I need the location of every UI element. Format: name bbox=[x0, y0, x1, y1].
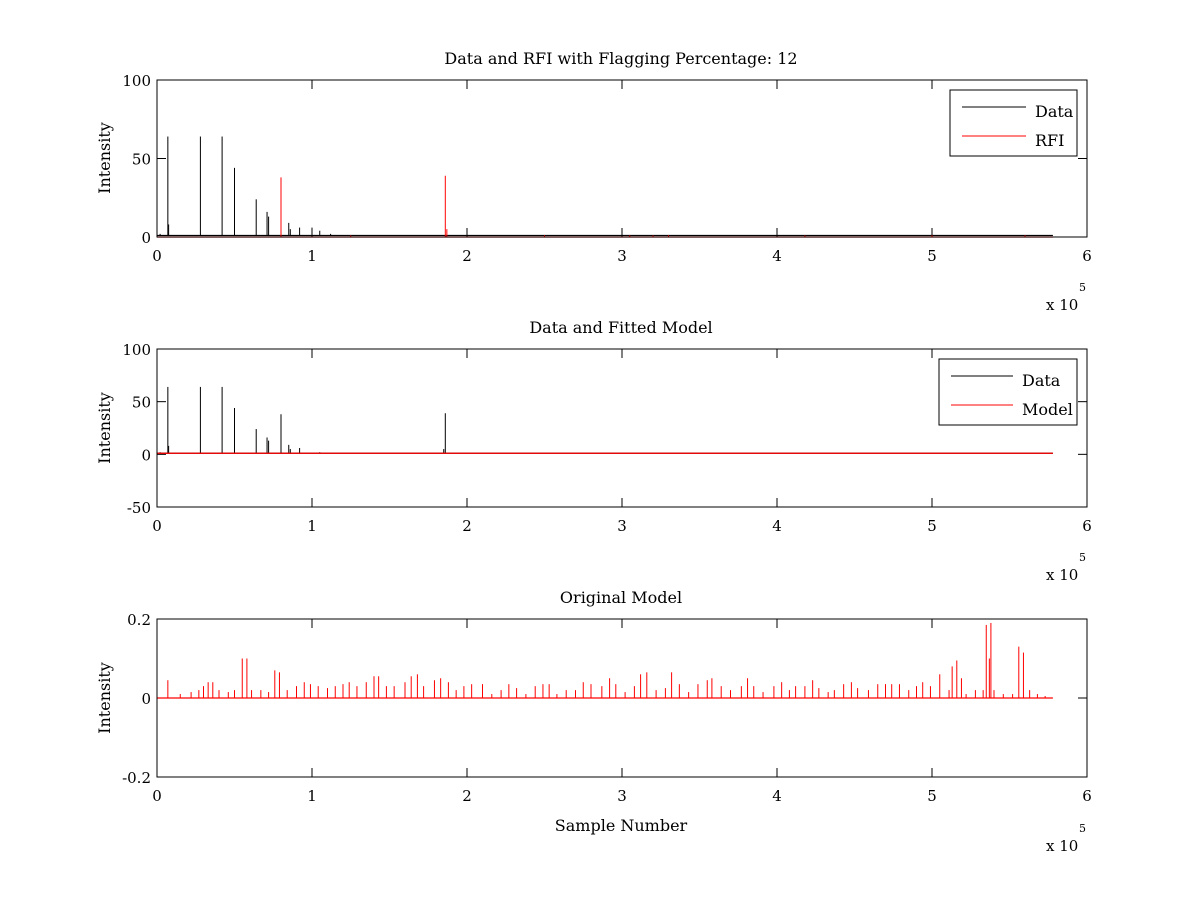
panel-title: Data and RFI with Flagging Percentage: 1… bbox=[444, 49, 797, 68]
legend-label-rfi: RFI bbox=[1035, 131, 1064, 150]
y-tick-label: 50 bbox=[132, 151, 151, 169]
x-multiplier: x 10 5 bbox=[1046, 551, 1086, 584]
panel-title: Original Model bbox=[560, 588, 682, 607]
x-tick-label: 3 bbox=[617, 517, 627, 535]
x-tick-label: 0 bbox=[152, 247, 162, 265]
y-tick-label: 0 bbox=[141, 229, 151, 247]
y-axis-label: Intensity bbox=[95, 122, 114, 194]
x-tick-label: 6 bbox=[1082, 787, 1092, 805]
y-axis-label: Intensity bbox=[95, 392, 114, 464]
panel-original-model: Original Model Intensity 0 1 2 3 4 5 6-0.200.2… bbox=[95, 588, 1092, 855]
axes-frame bbox=[156, 618, 1088, 778]
y-axis-label: Intensity bbox=[95, 662, 114, 734]
x-multiplier-exponent: 5 bbox=[1079, 281, 1086, 294]
legend-label-data: Data bbox=[1035, 102, 1074, 121]
legend-label-model: Model bbox=[1022, 400, 1073, 419]
x-multiplier: x 10 5 bbox=[1046, 281, 1086, 314]
y-tick-label: 0.2 bbox=[127, 611, 151, 629]
x-multiplier: x 10 5 bbox=[1046, 822, 1086, 855]
x-tick-label: 2 bbox=[462, 517, 472, 535]
x-tick-label: 6 bbox=[1082, 247, 1092, 265]
series-data bbox=[157, 136, 1053, 237]
x-tick-label: 3 bbox=[617, 787, 627, 805]
x-tick-label: 5 bbox=[927, 517, 937, 535]
x-tick-label: 2 bbox=[462, 787, 472, 805]
legend: Data Model bbox=[938, 358, 1078, 426]
x-tick-label: 5 bbox=[927, 247, 937, 265]
x-multiplier-exponent: 5 bbox=[1079, 822, 1086, 835]
y-tick-label: 50 bbox=[132, 394, 151, 412]
plot-area: 0 1 2 3 4 5 6 0 50 100 bbox=[122, 72, 1091, 265]
axes-frame bbox=[156, 79, 1088, 238]
legend-box bbox=[949, 89, 1078, 157]
x-tick-label: 4 bbox=[772, 517, 782, 535]
x-tick-label: 4 bbox=[772, 787, 782, 805]
y-tick-label: -0.2 bbox=[122, 769, 151, 787]
x-tick-label: 0 bbox=[152, 787, 162, 805]
y-tick-label: -50 bbox=[127, 499, 151, 517]
x-tick-label: 1 bbox=[307, 787, 317, 805]
x-tick-label: 0 bbox=[152, 517, 162, 535]
x-tick-label: 2 bbox=[462, 247, 472, 265]
panel-data-model: Data and Fitted Model Intensity 0 1 2 3 4 5 6 -… bbox=[95, 318, 1092, 584]
x-multiplier-label: x 10 bbox=[1046, 296, 1078, 314]
x-tick-label: 3 bbox=[617, 247, 627, 265]
axes-frame bbox=[156, 348, 1088, 508]
y-tick-label: 100 bbox=[122, 72, 151, 90]
x-multiplier-label: x 10 bbox=[1046, 837, 1078, 855]
y-tick-label: 0 bbox=[141, 446, 151, 464]
x-tick-label: 1 bbox=[307, 517, 317, 535]
panel-title: Data and Fitted Model bbox=[529, 318, 712, 337]
plot-area: 0 1 2 3 4 5 6-0.200.2 bbox=[122, 611, 1092, 805]
x-tick-label: 5 bbox=[927, 787, 937, 805]
x-multiplier-label: x 10 bbox=[1046, 566, 1078, 584]
legend-label-data: Data bbox=[1022, 371, 1061, 390]
x-tick-label: 6 bbox=[1082, 517, 1092, 535]
x-tick-label: 4 bbox=[772, 247, 782, 265]
x-axis-label: Sample Number bbox=[555, 816, 688, 835]
x-tick-label: 1 bbox=[307, 247, 317, 265]
legend-box bbox=[938, 358, 1078, 426]
y-tick-label: 100 bbox=[122, 341, 151, 359]
y-tick-label: 0 bbox=[141, 690, 151, 708]
legend: Data RFI bbox=[949, 89, 1078, 157]
series-model-0 bbox=[157, 622, 1053, 699]
x-multiplier-exponent: 5 bbox=[1079, 551, 1086, 564]
panel-data-rfi: Data and RFI with Flagging Percentage: 1… bbox=[95, 49, 1092, 314]
